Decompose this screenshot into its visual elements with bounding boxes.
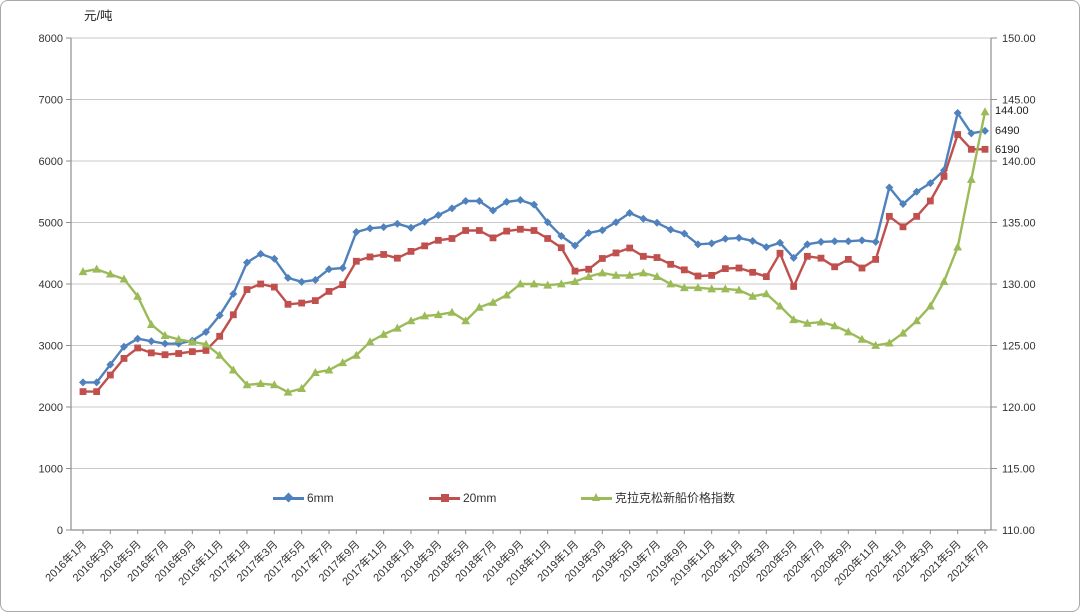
right-axis-tick-label: 125.00: [1002, 341, 1036, 353]
x-axis-ticks: 2016年1月2016年3月2016年5月2016年7月2016年9月2016年…: [42, 530, 991, 588]
right-axis-tick-label: 130.00: [1002, 279, 1036, 291]
legend-swatch-6mm: [273, 490, 304, 506]
left-axis-unit-label: 元/吨: [84, 9, 113, 23]
gridlines: [71, 37, 991, 469]
legend-item-20mm: 20mm: [429, 490, 496, 506]
right-axis-tick-label: 115.00: [1002, 464, 1035, 476]
right-axis-tick-label: 120.00: [1002, 402, 1036, 414]
legend-label-6mm: 6mm: [307, 491, 334, 505]
diamond-marker-icon: [283, 492, 294, 503]
series-6mm: [79, 109, 989, 387]
legend-label-20mm: 20mm: [463, 491, 497, 505]
legend-item-clarkson-index: 克拉克松新船价格指数: [581, 490, 735, 506]
legend-item-6mm: 6mm: [273, 490, 334, 506]
right-axis-tick-label: 150.00: [1002, 33, 1036, 45]
left-axis-tick-label: 5000: [39, 218, 63, 230]
left-axis-tick-label: 1000: [39, 464, 63, 476]
left-axis-ticks: 0 1000 2000 3000 4000 5000 6000 7000 8000: [39, 33, 71, 537]
legend-swatch-20mm: [429, 490, 460, 506]
left-axis-tick-label: 7000: [39, 95, 63, 107]
triangle-marker-icon: [592, 493, 600, 501]
legend-swatch-clarkson-index: [581, 490, 612, 506]
end-data-label-6mm: 6490: [995, 125, 1020, 137]
square-marker-icon: [441, 494, 449, 502]
left-axis-tick-label: 8000: [39, 33, 63, 45]
end-data-label-20mm: 6190: [995, 144, 1020, 156]
series-clarkson-index: [78, 107, 990, 396]
right-axis-ticks: 110.00 115.00 120.00 125.00 130.00 135.00 140.…: [991, 33, 1036, 537]
end-data-label-index: 144.00: [995, 105, 1029, 117]
legend-label-clarkson-index: 克拉克松新船价格指数: [615, 491, 736, 505]
left-axis-tick-label: 3000: [39, 341, 63, 353]
right-axis-tick-label: 140.00: [1002, 156, 1036, 168]
chart-legend: 6mm 20mm 克拉克松新船价格指数: [1, 490, 1079, 508]
left-axis-tick-label: 2000: [39, 402, 63, 414]
left-axis-tick-label: 0: [57, 525, 63, 537]
series-20mm: [79, 131, 989, 396]
left-axis-tick-label: 6000: [39, 156, 63, 168]
left-axis-tick-label: 4000: [39, 279, 63, 291]
right-axis-tick-label: 110.00: [1002, 525, 1035, 537]
right-axis-tick-label: 145.00: [1002, 95, 1036, 107]
right-axis-tick-label: 135.00: [1002, 218, 1036, 230]
